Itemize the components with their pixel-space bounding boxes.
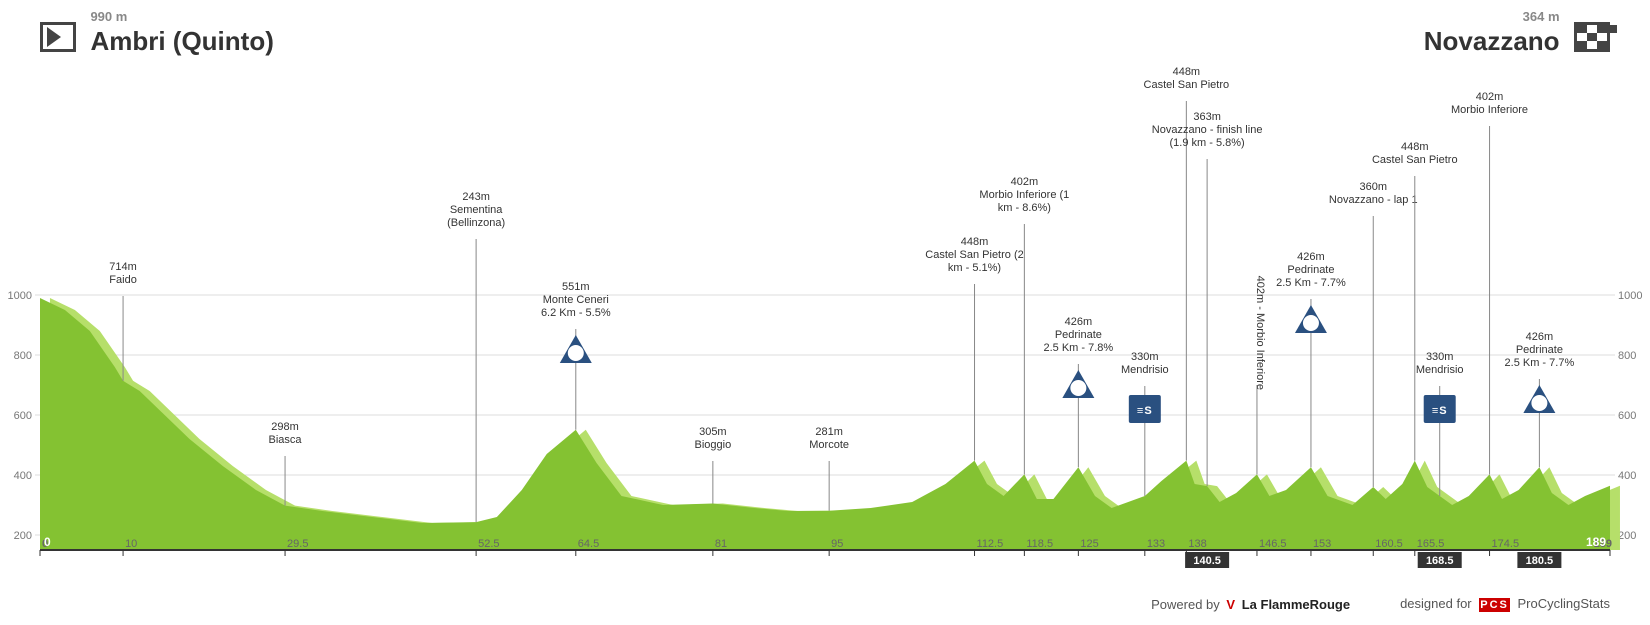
svg-text:402m - Morbio Inferiore: 402m - Morbio Inferiore bbox=[1254, 276, 1266, 390]
svg-text:448m: 448m bbox=[1401, 141, 1429, 153]
svg-text:330m: 330m bbox=[1426, 351, 1454, 363]
svg-text:400: 400 bbox=[14, 470, 32, 482]
svg-text:Pedrinate: Pedrinate bbox=[1516, 344, 1563, 356]
svg-text:305m: 305m bbox=[699, 426, 727, 438]
svg-text:153: 153 bbox=[1313, 538, 1331, 550]
svg-text:146.5: 146.5 bbox=[1259, 538, 1287, 550]
svg-text:714m: 714m bbox=[109, 261, 137, 273]
svg-text:Morbio Inferiore: Morbio Inferiore bbox=[1451, 104, 1528, 116]
svg-text:165.5: 165.5 bbox=[1417, 538, 1445, 550]
svg-text:Novazzano - lap 1: Novazzano - lap 1 bbox=[1329, 194, 1418, 206]
svg-text:52.5: 52.5 bbox=[478, 538, 499, 550]
svg-text:Faido: Faido bbox=[109, 274, 137, 286]
svg-text:2.5 Km - 7.7%: 2.5 Km - 7.7% bbox=[1276, 277, 1346, 289]
svg-text:448m: 448m bbox=[1173, 66, 1201, 78]
svg-text:29.5: 29.5 bbox=[287, 538, 308, 550]
svg-text:402m: 402m bbox=[1476, 91, 1504, 103]
svg-text:(1.9 km - 5.8%): (1.9 km - 5.8%) bbox=[1170, 137, 1245, 149]
svg-text:Mendrisio: Mendrisio bbox=[1416, 364, 1464, 376]
svg-text:Castel San Pietro (2: Castel San Pietro (2 bbox=[925, 249, 1023, 261]
flame-icon: V bbox=[1226, 597, 1235, 612]
svg-text:2.5 Km - 7.7%: 2.5 Km - 7.7% bbox=[1505, 357, 1575, 369]
svg-text:426m: 426m bbox=[1065, 316, 1093, 328]
stage-profile: 990 m Ambri (Quinto) 364 m Novazzano 200… bbox=[0, 0, 1650, 625]
svg-text:600: 600 bbox=[14, 410, 32, 422]
svg-text:138: 138 bbox=[1188, 538, 1206, 550]
svg-text:112.5: 112.5 bbox=[977, 538, 1004, 550]
svg-text:426m: 426m bbox=[1297, 251, 1325, 263]
svg-text:402m: 402m bbox=[1011, 176, 1039, 188]
svg-text:6.2 Km - 5.5%: 6.2 Km - 5.5% bbox=[541, 307, 611, 319]
svg-text:Morcote: Morcote bbox=[809, 439, 849, 451]
svg-text:133: 133 bbox=[1147, 538, 1165, 550]
svg-text:95: 95 bbox=[831, 538, 843, 550]
svg-text:200: 200 bbox=[1618, 530, 1636, 542]
svg-text:Biasca: Biasca bbox=[269, 434, 303, 446]
svg-text:400: 400 bbox=[1618, 470, 1636, 482]
footer: Powered by V La FlammeRouge designed for… bbox=[0, 589, 1650, 619]
svg-text:Monte Ceneri: Monte Ceneri bbox=[543, 294, 609, 306]
svg-text:3: 3 bbox=[1536, 395, 1543, 410]
svg-text:118.5: 118.5 bbox=[1026, 538, 1053, 550]
svg-text:≡S: ≡S bbox=[1137, 405, 1153, 417]
svg-text:km - 5.1%): km - 5.1%) bbox=[948, 262, 1001, 274]
svg-text:298m: 298m bbox=[271, 421, 299, 433]
svg-text:3: 3 bbox=[1307, 315, 1314, 330]
elevation-chart: 2002004004006006008008001000100001029.55… bbox=[40, 20, 1610, 580]
svg-text:200: 200 bbox=[14, 530, 32, 542]
svg-text:160.5: 160.5 bbox=[1375, 538, 1403, 550]
svg-text:≡S: ≡S bbox=[1432, 405, 1448, 417]
pcs-badge-icon: PCS bbox=[1479, 598, 1510, 612]
powered-by: Powered by V La FlammeRouge bbox=[1151, 597, 1350, 612]
svg-text:3: 3 bbox=[1075, 380, 1082, 395]
svg-text:180.5: 180.5 bbox=[1526, 555, 1554, 567]
svg-text:426m: 426m bbox=[1526, 331, 1554, 343]
svg-text:2.5 Km - 7.8%: 2.5 Km - 7.8% bbox=[1044, 342, 1114, 354]
svg-text:Morbio Inferiore (1: Morbio Inferiore (1 bbox=[979, 189, 1069, 201]
svg-text:600: 600 bbox=[1618, 410, 1636, 422]
svg-text:Pedrinate: Pedrinate bbox=[1287, 264, 1334, 276]
svg-text:1000: 1000 bbox=[1618, 290, 1642, 302]
svg-text:330m: 330m bbox=[1131, 351, 1159, 363]
profile-svg: 2002004004006006008008001000100001029.55… bbox=[40, 20, 1610, 580]
svg-text:Novazzano - finish line: Novazzano - finish line bbox=[1152, 124, 1263, 136]
svg-text:800: 800 bbox=[1618, 350, 1636, 362]
svg-text:Castel San Pietro: Castel San Pietro bbox=[1144, 79, 1230, 91]
svg-text:2: 2 bbox=[572, 345, 579, 360]
svg-text:125: 125 bbox=[1080, 538, 1098, 550]
svg-text:168.5: 168.5 bbox=[1426, 555, 1454, 567]
svg-text:0: 0 bbox=[44, 535, 51, 549]
svg-text:64.5: 64.5 bbox=[578, 538, 599, 550]
svg-text:174.5: 174.5 bbox=[1492, 538, 1520, 550]
designed-for: designed for PCS ProCyclingStats bbox=[1400, 596, 1610, 612]
svg-text:81: 81 bbox=[715, 538, 727, 550]
svg-text:1000: 1000 bbox=[8, 290, 32, 302]
svg-text:243m: 243m bbox=[462, 191, 490, 203]
svg-text:Mendrisio: Mendrisio bbox=[1121, 364, 1169, 376]
svg-text:800: 800 bbox=[14, 350, 32, 362]
svg-text:Bioggio: Bioggio bbox=[695, 439, 732, 451]
svg-text:km - 8.6%): km - 8.6%) bbox=[998, 202, 1051, 214]
svg-text:360m: 360m bbox=[1359, 181, 1387, 193]
svg-text:448m: 448m bbox=[961, 236, 989, 248]
svg-text:140.5: 140.5 bbox=[1193, 555, 1221, 567]
svg-text:Pedrinate: Pedrinate bbox=[1055, 329, 1102, 341]
svg-text:363m: 363m bbox=[1193, 111, 1221, 123]
svg-text:281m: 281m bbox=[815, 426, 843, 438]
svg-text:10: 10 bbox=[125, 538, 137, 550]
svg-text:189: 189 bbox=[1586, 535, 1606, 549]
svg-text:Sementina: Sementina bbox=[450, 204, 503, 216]
svg-text:(Bellinzona): (Bellinzona) bbox=[447, 217, 505, 229]
svg-text:Castel San Pietro: Castel San Pietro bbox=[1372, 154, 1458, 166]
svg-text:551m: 551m bbox=[562, 281, 590, 293]
